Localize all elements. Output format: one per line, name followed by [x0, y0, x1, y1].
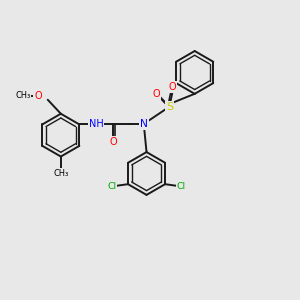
Text: O: O [34, 91, 42, 101]
Text: NH: NH [88, 119, 104, 129]
Text: CH₃: CH₃ [53, 169, 68, 178]
Text: O: O [152, 89, 160, 99]
Text: O: O [110, 137, 117, 147]
Text: O: O [169, 82, 176, 92]
Text: N: N [140, 119, 148, 129]
Text: Cl: Cl [107, 182, 116, 191]
Text: S: S [166, 102, 173, 112]
Text: CH₃: CH₃ [16, 92, 31, 100]
Text: Cl: Cl [177, 182, 186, 191]
